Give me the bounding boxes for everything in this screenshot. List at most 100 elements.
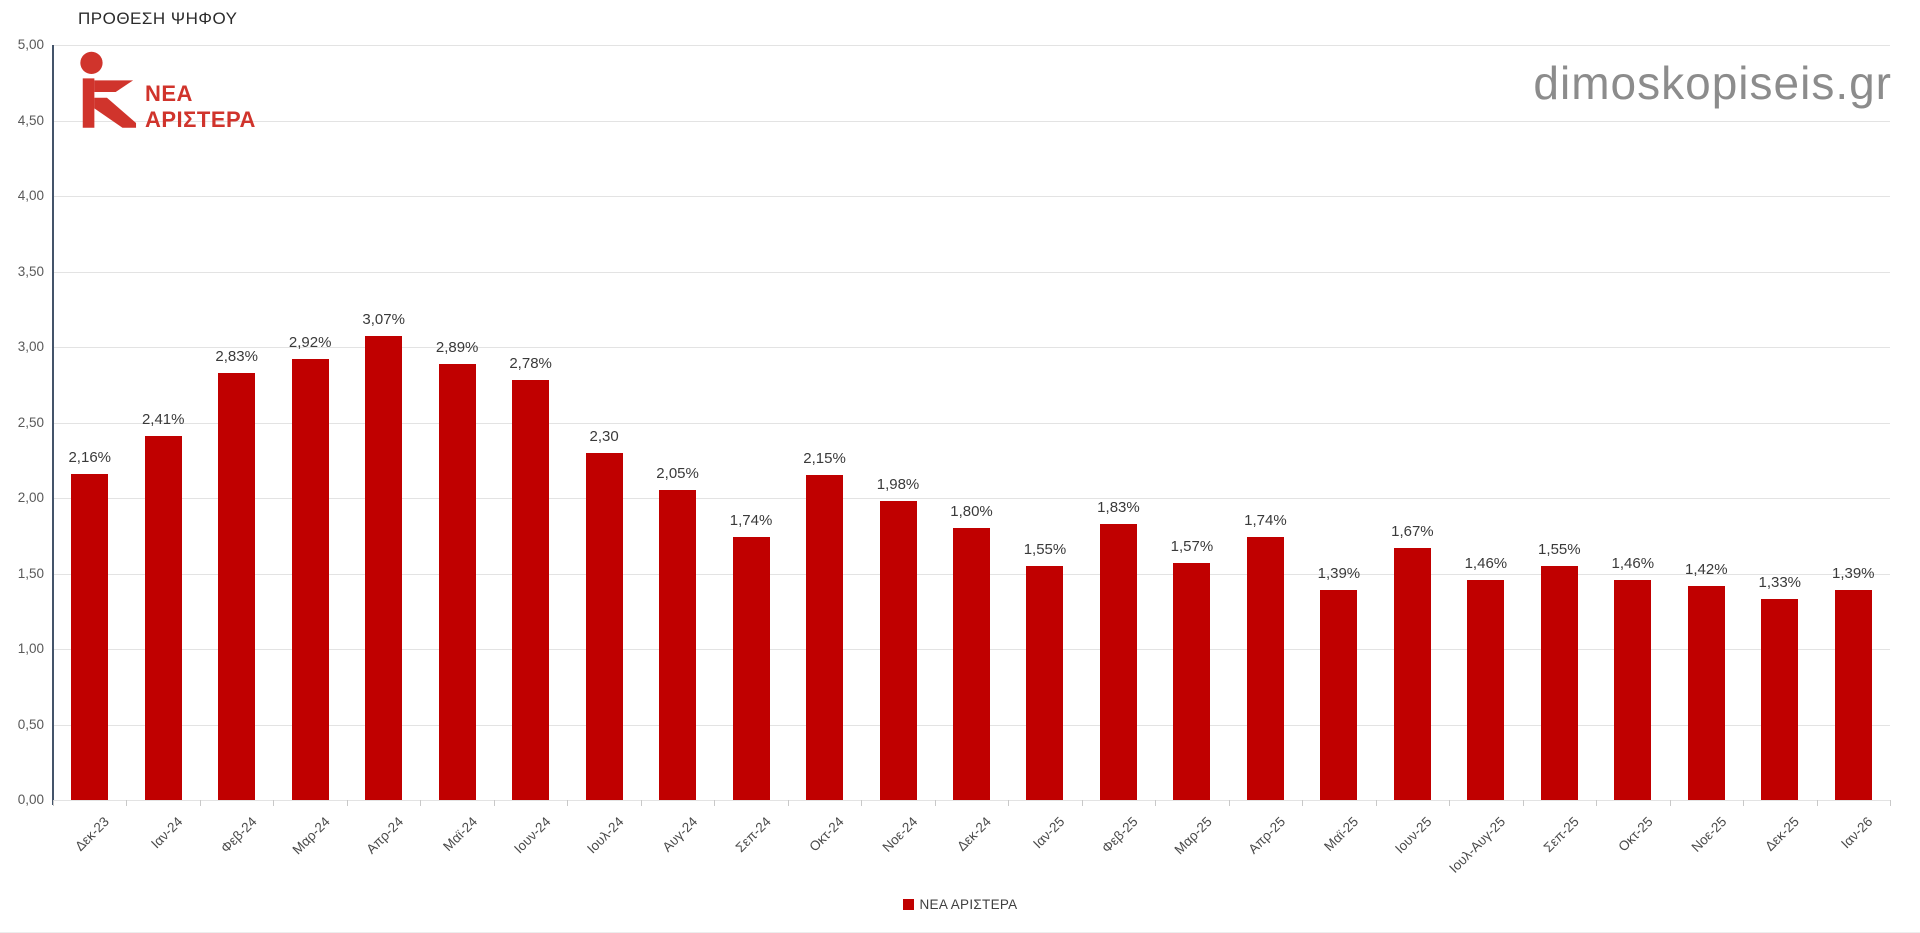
x-tick-label: Αυγ-24 [659,814,701,855]
bar [1026,565,1064,800]
bar-value-label: 1,74% [1244,512,1287,530]
x-axis-tick [714,800,716,806]
bar-value-label: 2,15% [803,450,846,468]
bar-value-label: 2,30 [589,427,619,445]
bar-value-label: 1,55% [1538,540,1581,558]
x-tick-label: Μαρ-24 [289,814,333,858]
logo-text: ΝΕΑ ΑΡΙΣΤΕΡΑ [145,81,256,135]
x-axis-tick [1008,800,1010,806]
gridline [53,196,1890,197]
x-axis-tick [1375,800,1377,806]
x-axis-tick [273,800,275,806]
bar-value-label: 2,89% [435,338,479,356]
x-axis-tick [199,800,201,806]
gridline [53,347,1890,348]
x-axis-tick [1596,800,1598,806]
x-axis-tick [1302,800,1304,806]
bar-value-label: 1,67% [1391,522,1434,540]
x-axis-tick [1449,800,1451,806]
x-tick-label: Μαϊ-24 [439,814,480,854]
bar-value-label: 2,92% [288,334,332,352]
bar [953,528,990,800]
y-tick-label: 1,00 [17,641,44,656]
logo-text-line1: ΝΕΑ [145,81,193,106]
bar [438,363,476,800]
x-tick-label: Οκτ-25 [1615,814,1656,855]
gridline [53,271,1890,273]
x-axis-tick [787,800,789,806]
y-tick-label: 4,50 [17,112,44,128]
bar [806,475,844,800]
x-tick-label: Δεκ-25 [1762,814,1803,854]
bar [1834,590,1872,800]
bar-value-label: 1,42% [1685,560,1728,578]
logo-text-line2: ΑΡΙΣΤΕΡΑ [145,107,256,132]
bar [585,452,623,800]
bar [291,359,329,800]
bar [659,490,697,800]
bar [1761,599,1799,800]
x-tick-label: Φεβ-25 [1099,814,1142,856]
x-axis-tick [346,800,348,806]
bar [512,380,550,800]
x-tick-label: Ιουν-25 [1392,814,1435,857]
x-axis-tick [493,800,495,806]
x-tick-label: Δεκ-24 [954,814,995,854]
chart-legend: ΝΕΑ ΑΡΙΣΤΕΡΑ [0,897,1920,912]
x-tick-label: Ιαν-25 [1030,814,1068,852]
bar [1320,590,1358,800]
bar [732,537,770,800]
legend-series-label: ΝΕΑ ΑΡΙΣΤΕΡΑ [919,897,1018,912]
x-axis-tick [1155,800,1157,806]
x-tick-label: Νοε-24 [879,814,921,855]
x-axis-tick [861,800,863,806]
x-tick-label: Ιουν-24 [510,814,554,857]
x-tick-label: Δεκ-23 [72,814,113,854]
x-tick-label: Ιουλ-Αυγ-25 [1446,814,1509,876]
nea-aristera-logo: ΝΕΑ ΑΡΙΣΤΕΡΑ [75,50,256,135]
x-axis-tick [1816,800,1818,806]
bar-value-label: 2,05% [656,465,699,483]
x-tick-label: Ιαν-24 [148,814,186,852]
gridline [53,120,1890,122]
bar-value-label: 1,39% [1831,565,1875,583]
bar [71,473,109,800]
bar-value-label: 1,55% [1023,540,1067,558]
bar-value-label: 2,83% [215,347,258,365]
y-axis-line [52,45,54,805]
x-tick-label: Ιαν-26 [1838,814,1876,852]
y-tick-label: 3,50 [17,263,44,279]
y-tick-label: 0,50 [17,716,44,732]
x-tick-label: Ιουλ-24 [584,814,627,857]
gridline [53,498,1890,499]
bar [1687,585,1725,800]
x-tick-label: Σεπ-25 [1540,814,1582,856]
x-axis-tick [1669,800,1671,806]
x-tick-label: Απρ-25 [1245,814,1289,857]
bar-value-label: 1,33% [1758,574,1802,592]
bar [879,501,917,800]
bar [144,436,182,800]
chart-title: ΠΡΟΘΕΣΗ ΨΗΦΟΥ [78,9,238,28]
x-axis-tick [1743,800,1745,806]
x-tick-label: Νοε-25 [1688,814,1729,855]
x-axis-tick [1228,800,1230,806]
bar [1393,547,1431,800]
y-tick-label: 4,00 [17,188,44,203]
bar-value-label: 1,83% [1097,498,1140,516]
x-axis-tick [1522,800,1524,806]
nea-aristera-figure-icon [75,50,137,135]
watermark-dimoskopiseis: dimoskopiseis.gr [1533,57,1892,109]
x-axis-tick [934,800,936,806]
bar-value-label: 1,98% [876,476,920,494]
y-tick-label: 0,00 [17,792,44,807]
x-axis-tick [567,800,569,806]
x-axis-tick [53,800,54,806]
bar [1467,579,1505,800]
x-tick-label: Φεβ-24 [217,814,260,856]
bar-value-label: 2,16% [68,448,112,466]
bar [218,372,256,800]
bar-value-label: 2,41% [141,411,185,429]
